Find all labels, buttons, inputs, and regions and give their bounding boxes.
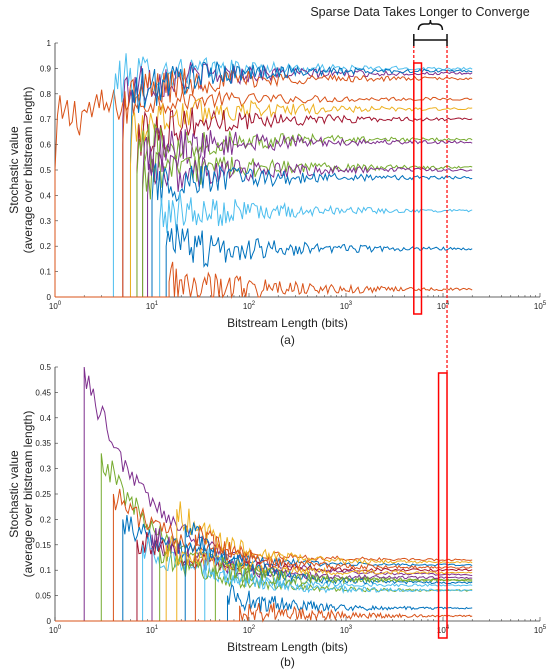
y-tick-label: 0.5 xyxy=(40,166,52,175)
series-line-15 xyxy=(55,583,473,622)
y-tick-label: 0.7 xyxy=(40,115,52,124)
series-line-1 xyxy=(55,366,473,622)
x-tick-label: 103 xyxy=(340,625,353,635)
y-tick-label: 0.1 xyxy=(40,268,52,277)
y-tick-label: 0.45 xyxy=(35,388,51,397)
series-line-11 xyxy=(55,522,473,622)
x-tick-label: 101 xyxy=(146,301,159,311)
y-tick-label: 0.2 xyxy=(40,242,52,251)
series-line-8 xyxy=(55,122,473,298)
annotation-group: Sparse Data Takes Longer to Converge xyxy=(310,5,530,373)
panel-b: 0 0.05 0.1 0.15 0.2 0.25 0.3 0.35 0.4 0.45 0.5 100 1… xyxy=(7,363,547,669)
y-tick-label: 0.35 xyxy=(35,439,51,448)
y-tick-label: 0.25 xyxy=(35,490,51,499)
y-tick-label: 0.4 xyxy=(40,191,52,200)
series-line-4 xyxy=(55,68,473,298)
series-line-6 xyxy=(55,537,473,622)
y-tick-label: 0.9 xyxy=(40,64,52,73)
y-tick-label: 0.3 xyxy=(40,217,52,226)
curly-brace xyxy=(417,19,444,31)
series-line-9 xyxy=(55,127,473,298)
x-axis-label: Bitstream Length (bits) xyxy=(227,316,348,330)
y-tick-label: 0.8 xyxy=(40,90,52,99)
series-line-7 xyxy=(55,107,473,298)
series-line-2 xyxy=(55,453,473,622)
x-tick-label: 102 xyxy=(243,625,256,635)
y-tick-label: 1 xyxy=(47,39,52,48)
x-tick-label: 105 xyxy=(534,301,547,311)
x-tick-label: 101 xyxy=(146,625,159,635)
series-line-8 xyxy=(55,544,473,622)
y-tick-label: 0.15 xyxy=(35,541,51,550)
y-axis-label: Stochastic value(average over bitstream … xyxy=(7,87,35,254)
x-axis-label: Bitstream Length (bits) xyxy=(227,640,348,654)
x-tick-label: 100 xyxy=(49,625,62,635)
y-tick-label: 0.4 xyxy=(40,414,52,423)
series-line-13 xyxy=(55,190,473,298)
series-line-14 xyxy=(55,556,473,622)
series-line-16 xyxy=(55,602,473,623)
series-line-3 xyxy=(55,62,473,298)
annotation-text: Sparse Data Takes Longer to Converge xyxy=(310,5,529,19)
series-line-9 xyxy=(55,535,473,622)
x-tick-label: 104 xyxy=(437,301,450,311)
series-line-2 xyxy=(55,53,473,298)
x-tick-label: 103 xyxy=(340,301,353,311)
panel-label: (b) xyxy=(280,655,295,669)
panel-a: 0 0.1 0.2 0.3 0.4 0.5 0.6 0.7 0.8 0.9 1 100 101 102 10… xyxy=(7,39,547,347)
y-tick-label: 0.2 xyxy=(40,515,52,524)
x-tick-label: 102 xyxy=(243,301,256,311)
panel-label: (a) xyxy=(280,333,295,347)
y-tick-label: 0 xyxy=(47,293,52,302)
series-line-12 xyxy=(55,525,473,622)
series-line-5 xyxy=(55,61,473,298)
x-tick-label: 100 xyxy=(49,301,62,311)
y-tick-label: 0.3 xyxy=(40,465,52,474)
y-tick-label: 0.6 xyxy=(40,141,52,150)
y-tick-label: 0.5 xyxy=(40,363,52,372)
series-line-11 xyxy=(55,152,473,298)
series-line-12 xyxy=(55,163,473,298)
y-axis-label: Stochastic value(average over bitstream … xyxy=(7,411,35,578)
x-tick-label: 105 xyxy=(534,625,547,635)
highlight-box xyxy=(437,372,448,639)
y-tick-label: 0 xyxy=(47,617,52,626)
series-line-10 xyxy=(55,501,473,622)
series-line-14 xyxy=(55,223,473,298)
series-line-6 xyxy=(55,98,473,298)
series-line-15 xyxy=(55,261,473,299)
series-line-1 xyxy=(54,89,473,297)
y-tick-label: 0.1 xyxy=(40,566,52,575)
x-tick-label: 104 xyxy=(437,625,450,635)
highlight-box xyxy=(413,62,423,315)
y-tick-label: 0.05 xyxy=(35,592,51,601)
